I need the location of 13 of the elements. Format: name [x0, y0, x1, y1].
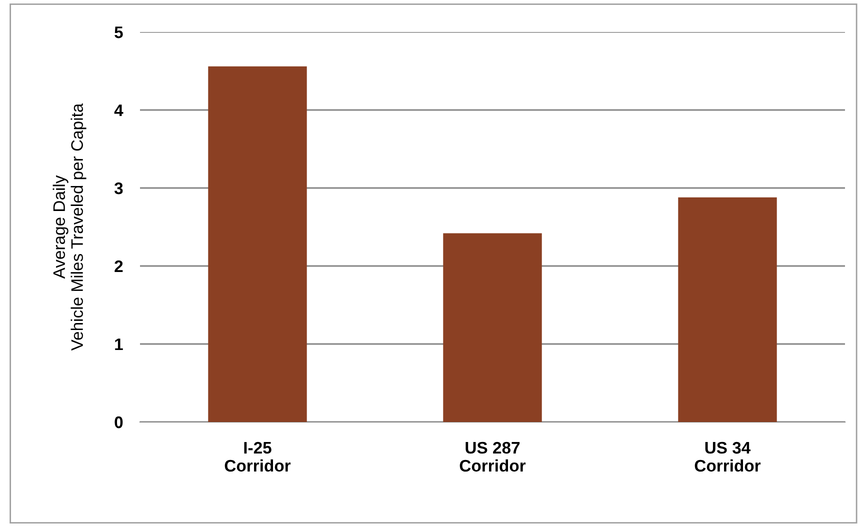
y-tick-label: 5: [114, 26, 123, 38]
y-tick-label: 2: [114, 260, 123, 272]
y-axis-title: Average Daily Vehicle Miles Traveled per Capita: [52, 103, 86, 351]
y-tick-label: 3: [114, 182, 123, 194]
bar: [208, 66, 307, 422]
x-tick-label: US 287 Corridor: [460, 442, 526, 472]
bar: [443, 233, 542, 422]
y-tick-label: 1: [115, 338, 123, 350]
x-tick-label: US 34 Corridor: [694, 442, 761, 472]
y-tick-label: 4: [114, 104, 124, 116]
y-tick-label: 0: [114, 416, 123, 428]
x-tick-label: I-25 Corridor: [224, 442, 291, 472]
bar: [678, 197, 777, 422]
